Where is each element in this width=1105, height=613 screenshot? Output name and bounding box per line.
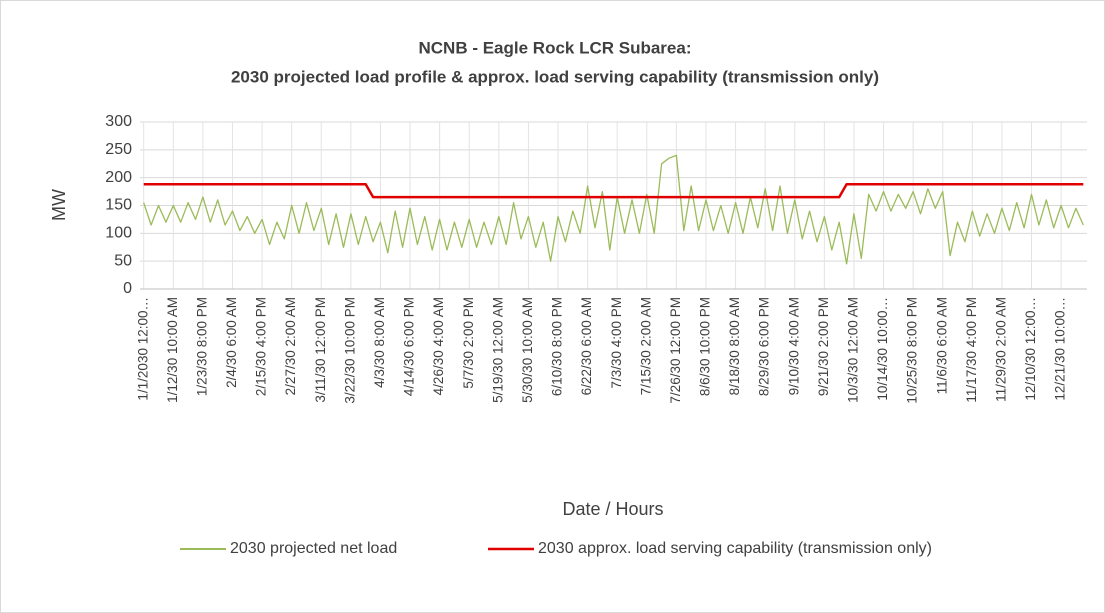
x-tick-label: 7/3/30 4:00 PM [609,297,624,389]
x-tick-label: 1/12/30 10:00 AM [165,297,180,403]
legend-label: 2030 projected net load [230,540,397,557]
x-axis-label: Date / Hours [562,499,663,519]
x-tick-label: 4/3/30 8:00 AM [372,297,387,388]
x-tick-label: 11/17/30 4:00 PM [964,297,979,403]
legend-label: 2030 approx. load serving capability (tr… [538,540,932,557]
x-tick-label: 7/15/30 2:00 AM [638,297,653,395]
x-tick-label: 4/26/30 4:00 AM [431,297,446,395]
y-tick-label: 200 [105,169,132,186]
x-tick-label: 5/30/30 10:00 AM [520,297,535,403]
x-tick-label: 12/10/30 12:00… [1023,297,1038,401]
x-tick-label: 3/22/30 10:00 PM [342,297,357,404]
y-tick-label: 300 [105,113,132,130]
x-tick-label: 11/29/30 2:00 AM [993,297,1008,402]
y-axis-label: MW [49,189,69,221]
x-tick-label: 12/21/30 10:00… [1053,297,1068,401]
series-line [143,154,1084,265]
x-tick-label: 8/29/30 6:00 PM [757,297,772,396]
x-tick-label: 8/6/30 10:00 PM [698,297,713,396]
x-tick-label: 7/26/30 12:00 PM [668,297,683,404]
x-tick-label: 2/4/30 6:00 AM [224,297,239,388]
x-tick-label: 6/10/30 8:00 PM [550,297,565,396]
x-tick-label: 10/14/30 10:00… [875,297,890,401]
y-tick-label: 100 [105,225,132,242]
x-tick-label: 10/25/30 8:00 PM [905,297,920,404]
x-tick-label: 1/1/2030 12:00… [135,297,150,401]
chart-title: NCNB - Eagle Rock LCR Subarea: [419,38,692,57]
x-tick-label: 2/27/30 2:00 AM [283,297,298,395]
x-tick-label: 11/6/30 6:00 AM [934,297,949,394]
y-tick-label: 250 [105,141,132,158]
chart-title: 2030 projected load profile & approx. lo… [231,67,879,86]
x-tick-label: 6/22/30 6:00 AM [579,297,594,395]
x-tick-label: 1/23/30 8:00 PM [194,297,209,396]
y-tick-label: 0 [123,280,132,297]
x-tick-label: 8/18/30 8:00 AM [727,297,742,395]
series-line [143,183,1084,199]
x-tick-label: 9/21/30 2:00 PM [816,297,831,396]
x-tick-label: 9/10/30 4:00 AM [786,297,801,395]
x-tick-label: 4/14/30 6:00 PM [402,297,417,396]
y-tick-label: 50 [114,252,132,269]
y-tick-label: 150 [105,197,132,214]
x-tick-label: 10/3/30 12:00 AM [846,297,861,403]
x-tick-label: 5/7/30 2:00 PM [461,297,476,389]
x-tick-label: 2/15/30 4:00 PM [254,297,269,396]
x-tick-label: 5/19/30 12:00 AM [490,297,505,403]
x-tick-label: 3/11/30 12:00 PM [313,297,328,403]
